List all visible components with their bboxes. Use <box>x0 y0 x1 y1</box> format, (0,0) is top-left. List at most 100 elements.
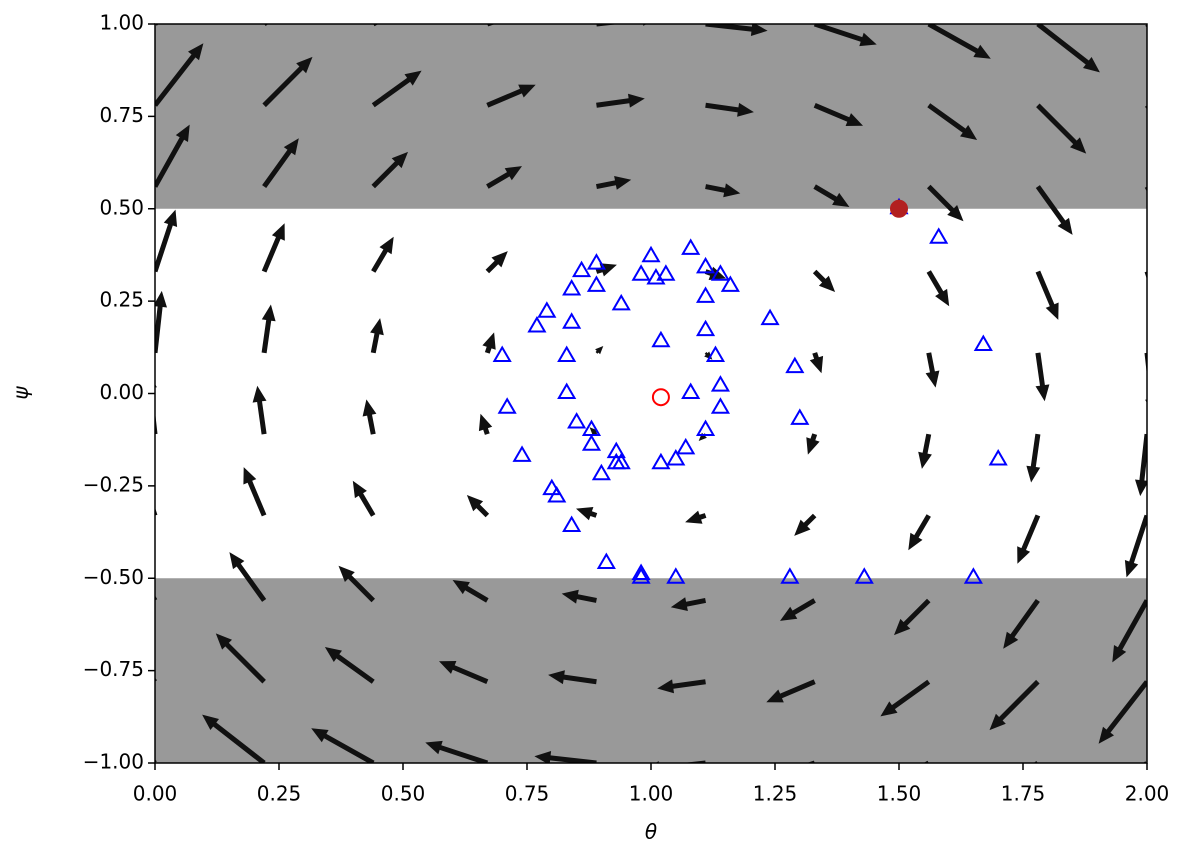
x-tick-label: 0.50 <box>381 782 426 806</box>
triangle-point <box>557 345 577 363</box>
arrow <box>485 251 508 274</box>
arrow <box>1144 271 1147 280</box>
arrow <box>371 70 422 108</box>
arrow <box>155 290 167 354</box>
triangle-point <box>695 286 716 303</box>
triangle-point <box>527 315 547 333</box>
arrow <box>705 24 768 36</box>
shaded-band <box>155 24 1147 209</box>
triangle-point <box>656 264 676 281</box>
triangle-point <box>681 382 701 399</box>
triangle-point <box>705 345 726 363</box>
arrow <box>596 176 632 190</box>
triangle-point <box>567 412 587 429</box>
y-tick-label: −1.00 <box>83 750 144 774</box>
arrow <box>806 433 820 455</box>
arrow <box>486 84 536 108</box>
arrow <box>1036 103 1087 154</box>
arrow <box>1035 352 1050 402</box>
triangle-point <box>651 452 671 470</box>
arrow <box>1124 514 1147 578</box>
triangle-point <box>710 397 731 414</box>
arrow <box>487 24 496 27</box>
arrow <box>766 679 816 703</box>
triangle-point <box>676 437 696 455</box>
arrow <box>264 24 269 26</box>
triangle-point <box>591 463 611 481</box>
triangle-point <box>571 260 592 278</box>
x-tick-label: 1.00 <box>629 782 674 806</box>
shaded-band <box>155 578 1147 763</box>
y-tick-label: −0.75 <box>83 657 144 681</box>
triangle-point <box>586 253 607 270</box>
triangle-point <box>780 567 800 584</box>
arrow <box>262 56 313 108</box>
arrow <box>261 304 276 354</box>
triangle-point <box>611 452 631 470</box>
arrow <box>813 24 877 47</box>
arrow <box>352 480 376 517</box>
triangle-point <box>562 279 582 296</box>
triangle-point <box>537 301 557 318</box>
arrow <box>780 598 816 621</box>
bands <box>155 24 1147 763</box>
arrow <box>486 166 522 189</box>
arrow <box>324 647 375 684</box>
arrow <box>925 352 940 388</box>
arrow <box>989 679 1040 731</box>
arrow <box>705 102 754 117</box>
arrow <box>927 103 978 140</box>
arrow <box>705 183 741 198</box>
arrow <box>261 223 285 273</box>
arrow <box>1003 599 1040 649</box>
triangle-point <box>710 264 731 281</box>
arrow <box>371 151 408 189</box>
triangle-point <box>611 293 631 311</box>
arrow <box>812 269 836 292</box>
arrow <box>1098 680 1147 744</box>
triangle-point <box>681 238 701 255</box>
arrow <box>478 413 493 435</box>
arrow <box>534 751 597 763</box>
triangle-point <box>695 419 716 436</box>
triangle-point <box>854 567 874 584</box>
arrow <box>1145 24 1147 28</box>
points <box>492 197 1008 584</box>
triangle-point <box>641 245 661 263</box>
triangle-point <box>785 356 805 374</box>
quiver <box>155 24 1147 763</box>
arrow <box>596 93 645 108</box>
arrow <box>595 346 604 355</box>
arrow <box>311 728 375 763</box>
arrow <box>155 43 204 107</box>
arrow <box>362 399 377 435</box>
x-tick-label: 2.00 <box>1125 782 1170 806</box>
x-tick-label: 1.50 <box>877 782 922 806</box>
triangle-point <box>492 345 512 363</box>
x-tick-label: 1.25 <box>753 782 798 806</box>
triangle-point <box>631 563 651 581</box>
arrow <box>1112 599 1147 663</box>
triangle-point <box>760 308 780 326</box>
arrow <box>425 740 489 763</box>
arrow <box>371 236 394 273</box>
arrow <box>595 263 617 277</box>
arrow <box>813 184 850 207</box>
triangle-point <box>695 256 716 274</box>
triangle-point <box>542 478 562 496</box>
arrow <box>1026 433 1041 483</box>
triangle-point <box>666 567 686 584</box>
arrow <box>657 679 706 694</box>
x-tick-label: 0.00 <box>133 782 178 806</box>
triangle-point <box>512 445 532 462</box>
triangle-point <box>497 397 517 414</box>
triangle-point <box>988 449 1008 466</box>
axes: 0.00 0.25 0.50 0.75 1.00 1.25 1.50 1.75 2.00 −1.0… <box>83 11 1170 806</box>
triangle-point <box>562 515 582 533</box>
triangle-point <box>631 567 651 584</box>
arrow <box>466 495 490 518</box>
y-tick-label: 0.25 <box>99 288 144 312</box>
arrow <box>1036 24 1100 73</box>
arrow <box>1144 186 1147 192</box>
